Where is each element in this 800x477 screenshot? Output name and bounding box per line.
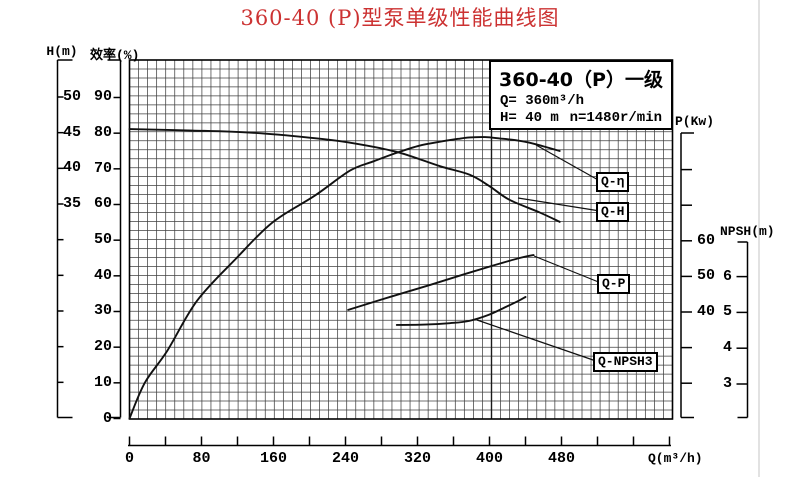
leader-head [517,197,601,212]
page-title: 360-40 (P)型泵单级性能曲线图 [240,6,560,30]
curve-npsh [395,296,527,326]
leader-npsh [476,319,597,362]
window-edge-line [758,0,760,477]
plot-frame [128,59,674,420]
curve-power [347,254,535,311]
curve-head [128,128,561,223]
leader-efficiency [535,144,601,182]
leader-power [533,255,602,284]
curve-efficiency [128,136,561,420]
